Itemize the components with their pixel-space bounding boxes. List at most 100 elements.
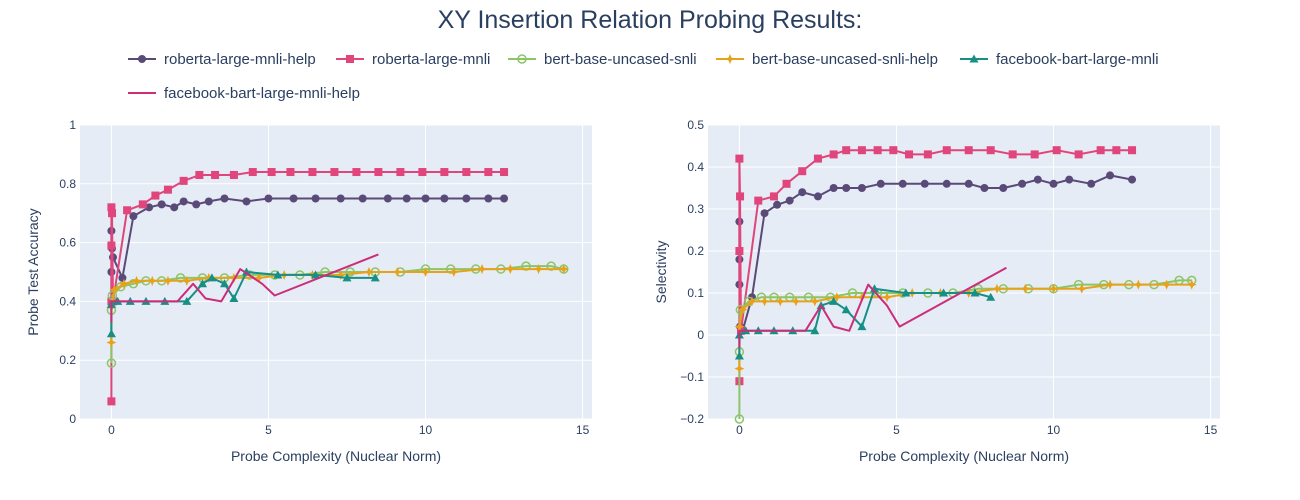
chart-title: XY Insertion Relation Probing Results: — [438, 6, 863, 34]
series-line — [738, 283, 1192, 369]
data-point — [203, 272, 214, 283]
data-point — [162, 275, 173, 286]
data-point — [1112, 146, 1121, 155]
data-point — [116, 297, 126, 306]
data-point — [421, 194, 430, 203]
legend-item-bert-base-uncased-snli[interactable]: bert-base-uncased-snli — [508, 51, 697, 68]
data-point — [735, 247, 744, 255]
data-point — [1033, 175, 1042, 184]
data-point — [484, 194, 493, 203]
data-point — [857, 146, 866, 155]
legend-item-roberta-large-mnli-help[interactable]: roberta-large-mnli-help — [128, 51, 316, 68]
data-point — [800, 326, 810, 335]
data-point — [882, 292, 893, 303]
data-point — [1018, 179, 1027, 188]
data-point — [991, 283, 1002, 294]
y-tick-label: 0.4 — [59, 294, 76, 308]
data-point — [856, 292, 867, 303]
data-point — [905, 150, 914, 159]
data-point — [370, 273, 380, 282]
data-point — [1186, 279, 1197, 290]
data-point — [901, 288, 911, 297]
legend-marker — [137, 89, 147, 97]
data-point — [500, 168, 509, 177]
data-point — [760, 326, 770, 335]
data-point — [521, 261, 531, 271]
x-tick-label: 5 — [265, 423, 272, 437]
data-point — [181, 275, 192, 286]
data-point — [192, 200, 201, 209]
data-point — [785, 196, 794, 205]
y-tick-label: 0.3 — [687, 202, 704, 216]
y-tick-label: 0.2 — [687, 244, 704, 258]
data-point — [241, 267, 251, 276]
data-point — [204, 197, 213, 206]
data-point — [1106, 171, 1115, 180]
data-point — [999, 184, 1008, 192]
data-point — [816, 301, 826, 310]
data-point — [1133, 279, 1144, 290]
data-point — [1096, 146, 1105, 155]
data-point — [242, 197, 251, 206]
data-point — [440, 168, 449, 177]
legend-item-bert-base-uncased-snli-help[interactable]: bert-base-uncased-snli-help — [716, 51, 938, 68]
data-point — [970, 288, 980, 297]
subplot-1: 0 5 10 15 0 0.2 0.4 0.6 0.8 1 Probe Complexity (Nu… — [25, 118, 592, 464]
data-point — [857, 322, 867, 331]
data-point — [131, 275, 142, 286]
y-axis-title: Selectivity — [653, 240, 669, 303]
data-point — [1008, 150, 1017, 159]
y-tick-label: 0.5 — [687, 118, 704, 132]
legend-item-facebook-bart-large-mnli[interactable]: facebook-bart-large-mnli — [960, 51, 1159, 68]
data-point — [150, 297, 160, 306]
series-line — [110, 253, 379, 322]
y-tick-label: 0.1 — [687, 286, 704, 300]
legend-marker — [346, 55, 354, 63]
data-point — [809, 296, 820, 307]
y-tick-label: 0.6 — [59, 236, 76, 250]
data-point — [889, 146, 898, 155]
data-point — [790, 296, 801, 307]
data-point — [734, 343, 744, 352]
data-point — [1065, 175, 1074, 184]
data-point — [145, 203, 154, 212]
legend-label: roberta-large-mnli — [372, 51, 490, 68]
legend-item-facebook-bart-large-mnli-help[interactable]: facebook-bart-large-mnli-help — [128, 85, 360, 102]
data-point — [863, 280, 873, 289]
data-point — [257, 279, 267, 288]
data-point — [254, 272, 265, 283]
data-point — [736, 192, 745, 201]
legend-label: facebook-bart-large-mnli — [996, 51, 1159, 68]
data-point — [440, 194, 449, 203]
data-point — [844, 326, 854, 335]
series-facebook-bart-large-mnli-help — [734, 263, 1011, 352]
data-point — [107, 203, 116, 212]
data-point — [1030, 150, 1039, 159]
data-point — [106, 317, 116, 326]
data-point — [477, 264, 488, 275]
data-point — [352, 168, 361, 177]
legend-label: bert-base-uncased-snli-help — [752, 51, 938, 68]
data-point — [829, 184, 838, 192]
x-axis-title: Probe Complexity (Nuclear Norm) — [859, 448, 1069, 464]
data-point — [1001, 263, 1011, 272]
series-line — [110, 268, 564, 343]
data-point — [172, 297, 182, 306]
data-point — [973, 284, 983, 294]
data-point — [964, 179, 973, 188]
data-point — [330, 168, 339, 177]
data-point — [841, 305, 851, 314]
data-point — [179, 197, 188, 206]
data-point — [201, 294, 211, 303]
plots: 0 5 10 15 0 0.2 0.4 0.6 0.8 1 Probe Complexity (Nu… — [25, 118, 1220, 464]
legend-item-roberta-large-mnli[interactable]: roberta-large-mnli — [336, 51, 490, 68]
data-point — [342, 273, 352, 282]
y-axis-title: Probe Test Accuracy — [25, 208, 41, 335]
data-point — [1105, 279, 1116, 290]
data-point — [1020, 283, 1031, 294]
data-point — [882, 301, 892, 310]
data-point — [175, 273, 186, 283]
y-tick-label: −0.2 — [680, 412, 704, 426]
series-facebook-bart-large-mnli-help — [106, 250, 383, 326]
